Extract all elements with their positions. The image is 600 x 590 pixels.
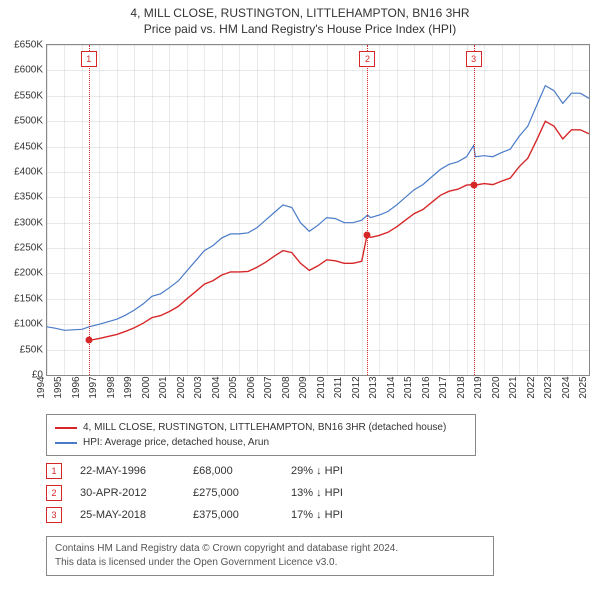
y-axis-label: £50K (20, 344, 47, 355)
marker-number-box: 1 (81, 51, 97, 67)
chart-plot-area: £0£50K£100K£150K£200K£250K£300K£350K£400… (46, 44, 590, 376)
y-axis-label: £100K (14, 319, 47, 330)
transactions-table: 1 22-MAY-1996 £68,000 29% ↓ HPI 2 30-APR-2012… (46, 460, 381, 526)
y-axis-label: £150K (14, 293, 47, 304)
table-marker-box: 1 (46, 463, 62, 479)
legend-color-swatch (55, 427, 77, 429)
table-marker-box: 3 (46, 507, 62, 523)
marker-data-point (85, 337, 92, 344)
y-axis-label: £350K (14, 192, 47, 203)
y-axis-label: £500K (14, 116, 47, 127)
x-axis-label: 2025 (564, 376, 589, 398)
marker-data-point (364, 232, 371, 239)
table-date: 25-MAY-2018 (80, 509, 175, 521)
table-price: £375,000 (193, 509, 273, 521)
legend-row: 4, MILL CLOSE, RUSTINGTON, LITTLEHAMPTON… (55, 420, 467, 435)
attribution-footer: Contains HM Land Registry data © Crown c… (46, 536, 494, 576)
y-axis-label: £300K (14, 217, 47, 228)
y-axis-label: £400K (14, 166, 47, 177)
table-price: £275,000 (193, 487, 273, 499)
table-price: £68,000 (193, 465, 273, 477)
marker-guideline (474, 45, 475, 375)
legend-label: 4, MILL CLOSE, RUSTINGTON, LITTLEHAMPTON… (83, 420, 446, 435)
marker-data-point (470, 181, 477, 188)
y-axis-label: £200K (14, 268, 47, 279)
marker-number-box: 2 (359, 51, 375, 67)
marker-guideline (367, 45, 368, 375)
marker-number-box: 3 (466, 51, 482, 67)
y-axis-label: £650K (14, 40, 47, 51)
legend-box: 4, MILL CLOSE, RUSTINGTON, LITTLEHAMPTON… (46, 414, 476, 456)
legend-row: HPI: Average price, detached house, Arun (55, 435, 467, 450)
gridline-vertical (589, 45, 590, 375)
legend-color-swatch (55, 442, 77, 444)
y-axis-label: £250K (14, 243, 47, 254)
chart-titles: 4, MILL CLOSE, RUSTINGTON, LITTLEHAMPTON… (0, 0, 600, 37)
y-axis-label: £550K (14, 90, 47, 101)
table-date: 30-APR-2012 (80, 487, 175, 499)
table-hpi-delta: 29% ↓ HPI (291, 465, 381, 477)
y-axis-label: £600K (14, 65, 47, 76)
footer-line-1: Contains HM Land Registry data © Crown c… (55, 542, 485, 556)
legend-label: HPI: Average price, detached house, Arun (83, 435, 269, 450)
footer-line-2: This data is licensed under the Open Gov… (55, 556, 485, 570)
table-row: 1 22-MAY-1996 £68,000 29% ↓ HPI (46, 460, 381, 482)
y-axis-label: £450K (14, 141, 47, 152)
title-subtitle: Price paid vs. HM Land Registry's House … (0, 22, 600, 38)
table-marker-box: 2 (46, 485, 62, 501)
page-root: 4, MILL CLOSE, RUSTINGTON, LITTLEHAMPTON… (0, 0, 600, 590)
table-hpi-delta: 13% ↓ HPI (291, 487, 381, 499)
table-row: 3 25-MAY-2018 £375,000 17% ↓ HPI (46, 504, 381, 526)
table-row: 2 30-APR-2012 £275,000 13% ↓ HPI (46, 482, 381, 504)
title-address: 4, MILL CLOSE, RUSTINGTON, LITTLEHAMPTON… (0, 6, 600, 22)
table-hpi-delta: 17% ↓ HPI (291, 509, 381, 521)
series-property-line (47, 45, 589, 375)
marker-guideline (89, 45, 90, 375)
table-date: 22-MAY-1996 (80, 465, 175, 477)
